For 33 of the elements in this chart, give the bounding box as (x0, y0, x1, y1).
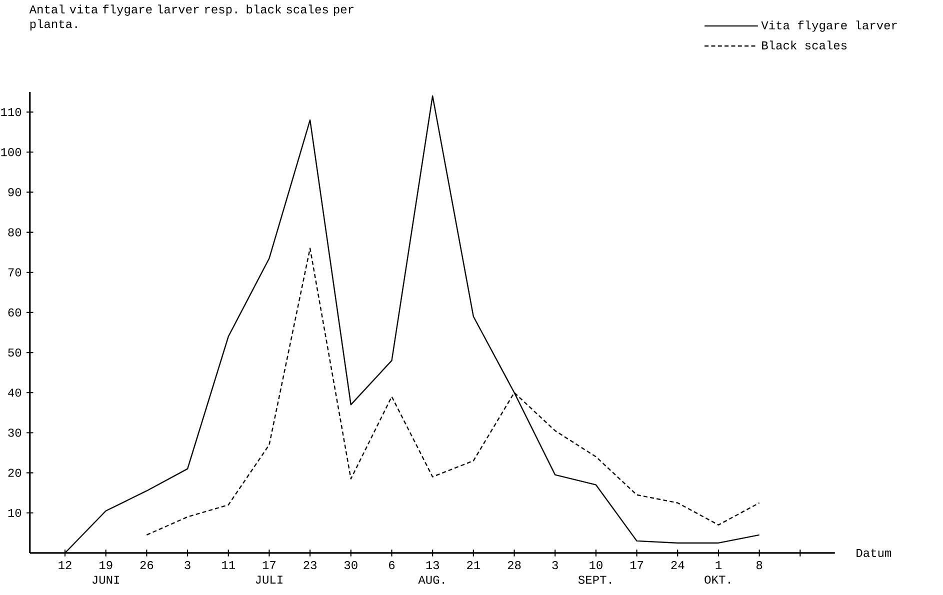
x-tick-label: 30 (344, 561, 358, 570)
x-tick-label: 23 (304, 561, 316, 570)
y-tick-label: 20 (8, 468, 22, 477)
y-tick-label: 70 (8, 268, 22, 276)
x-tick-label: 17 (630, 561, 644, 569)
y-tick-label: 50 (8, 348, 22, 357)
text: Antal vita flygare larver resp. black scales per planta. (29, 4, 354, 31)
x-axis-title: Datum (856, 548, 892, 558)
x-tick-label: 1 OKT. (704, 561, 730, 584)
x-tick-label: 19 JUNI (92, 561, 120, 584)
y-tick-label: 60 (8, 308, 22, 317)
x-tick-label: 21 (467, 561, 480, 570)
legend-label: Black scales (762, 40, 847, 50)
y-tick-label: 100 (1, 148, 22, 156)
y-tick-label: 90 (8, 188, 22, 196)
x-tick-label: 13 AUG. (418, 561, 444, 584)
x-tick-label: 11 (222, 561, 235, 569)
y-tick-label: 40 (8, 388, 22, 397)
x-tick-label: 26 (140, 561, 154, 570)
x-tick-label: 28 (508, 561, 521, 570)
x-tick-label: 24 (671, 561, 684, 570)
x-tick-label: 3 (552, 561, 558, 570)
x-tick-label: 8 (756, 561, 762, 570)
y-tick-label: 110 (1, 108, 22, 116)
x-tick-label: 3 (184, 561, 190, 570)
x-tick-label: 10 SEPT. (578, 561, 612, 584)
x-tick-label: 12 (58, 561, 72, 570)
y-tick-label: 10 (8, 508, 22, 517)
legend-label: Vita flygare larver (761, 20, 897, 32)
y-tick-label: 80 (8, 228, 22, 236)
y-tick-label: 30 (8, 428, 22, 437)
x-tick-label: 17 JULI (256, 561, 282, 584)
x-tick-label: 6 (389, 561, 395, 570)
